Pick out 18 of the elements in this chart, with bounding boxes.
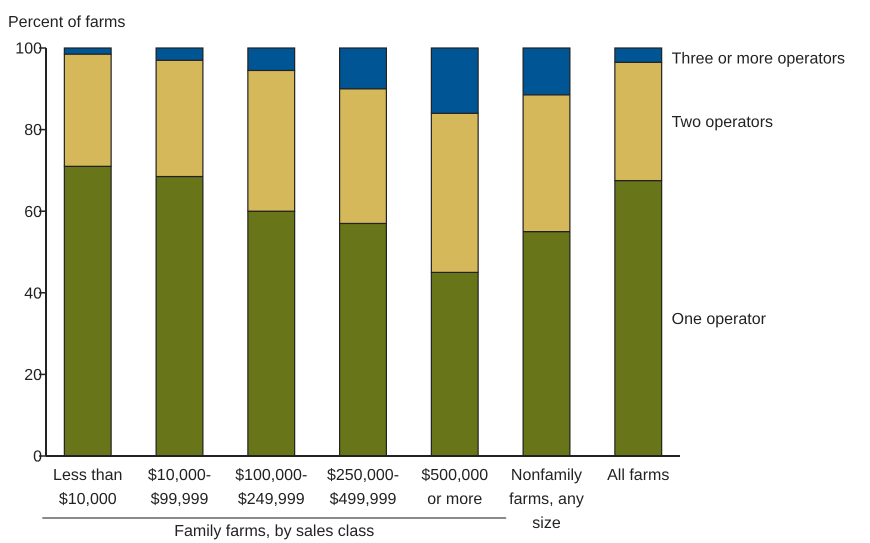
y-tick-label: 20 — [24, 367, 42, 384]
series-label: Two operators — [672, 114, 774, 132]
y-tick-label: 80 — [24, 122, 42, 140]
x-tick-label: $10,000-$99,999 — [148, 467, 212, 508]
y-tick-label: 40 — [24, 285, 42, 302]
x-tick-label: Nonfamily farms, any size — [509, 467, 584, 532]
y-tick-label: 60 — [24, 204, 42, 221]
x-tick-label: $250,000-$499,999 — [326, 467, 400, 508]
y-tick-label: 0 — [33, 448, 42, 466]
y-tick-label: 100 — [15, 40, 42, 58]
x-tick-label: Less than $10,000 — [53, 467, 122, 508]
series-label: Three or more operators — [672, 50, 846, 68]
text: Family farms, by sales class — [174, 523, 374, 540]
x-tick-label: All farms — [607, 467, 670, 484]
series-label: One operator — [672, 310, 767, 328]
y-axis-title: Percent of farms — [8, 14, 126, 31]
x-tick-label: $100,000-$249,999 — [235, 467, 308, 508]
x-tick-label: $500,000 or more — [421, 467, 488, 508]
